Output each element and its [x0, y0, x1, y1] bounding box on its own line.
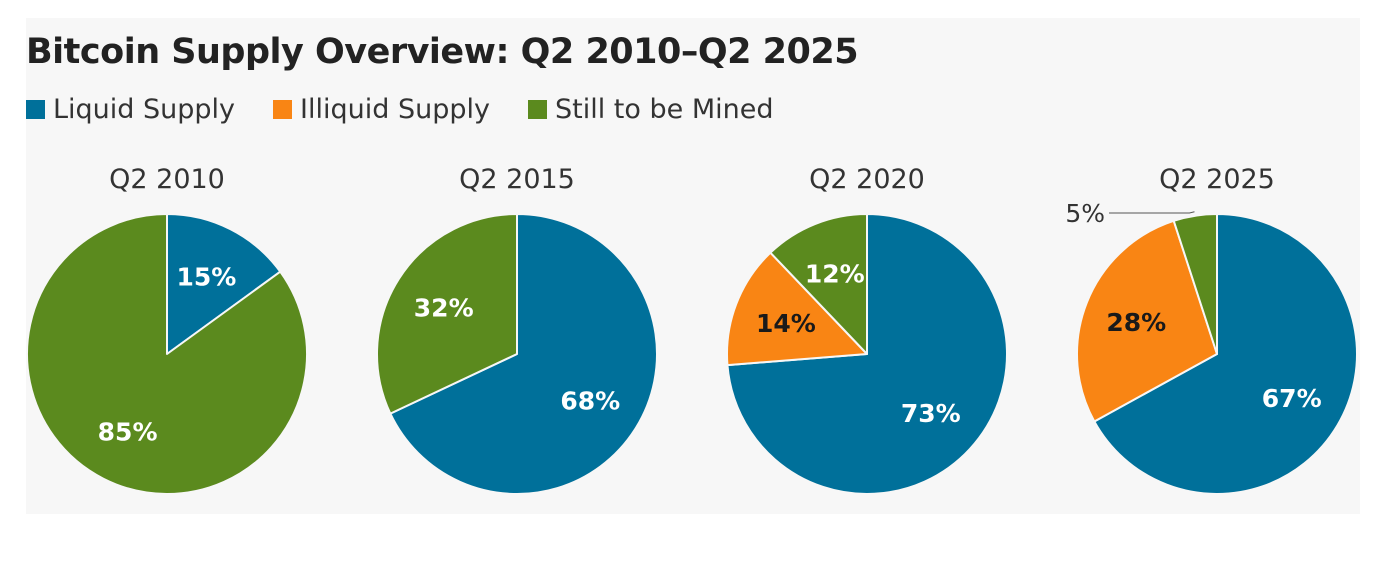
pie-3: Q2 2025 67% 28% 5%	[1065, 164, 1358, 495]
slice-label-illiquid-supply: 28%	[1106, 308, 1166, 337]
legend-label-illiquid: Illiquid Supply	[300, 94, 490, 125]
legend-label-mined: Still to be Mined	[554, 94, 774, 125]
slice-illiquid-supply	[726, 251, 868, 367]
pie-title: Q2 2025	[1159, 164, 1275, 195]
chart-title: Bitcoin Supply Overview: Q2 2010–Q2 2025	[26, 32, 859, 72]
slice-label-still-to-be-mined: 85%	[98, 417, 158, 446]
legend: Liquid Supply Illiquid Supply Still to b…	[26, 94, 773, 125]
slice-label-liquid-supply: 68%	[560, 387, 620, 416]
legend-swatch-mined	[527, 100, 547, 119]
pie-0: Q2 2010 15% 85%	[26, 164, 308, 495]
slice-still-to-be-mined	[376, 213, 518, 415]
slice-label-still-to-be-mined: 12%	[805, 259, 865, 288]
legend-item-mined: Still to be Mined	[527, 94, 774, 125]
slice-liquid-supply	[389, 213, 658, 495]
pie-1: Q2 2015 68% 32%	[376, 164, 658, 495]
pie-2: Q2 2020 73% 14% 12%	[726, 164, 1008, 495]
slice-still-to-be-mined	[769, 213, 868, 355]
slice-label-illiquid-supply: 14%	[756, 309, 816, 338]
slice-label-liquid-supply: 73%	[901, 399, 961, 428]
pie-title: Q2 2015	[459, 164, 575, 195]
slice-liquid-supply	[166, 213, 282, 355]
pie-title: Q2 2020	[809, 164, 925, 195]
slice-label-still-to-be-mined: 5%	[1065, 199, 1105, 228]
legend-label-liquid: Liquid Supply	[53, 94, 236, 125]
slice-label-still-to-be-mined: 32%	[414, 293, 474, 322]
leader-line	[1109, 211, 1195, 214]
slice-still-to-be-mined	[1172, 213, 1218, 355]
legend-swatch-liquid	[26, 100, 45, 119]
slice-label-liquid-supply: 15%	[176, 263, 236, 292]
legend-item-illiquid: Illiquid Supply	[273, 94, 490, 125]
slice-label-liquid-supply: 67%	[1262, 384, 1322, 413]
slice-liquid-supply	[1093, 213, 1358, 495]
slice-still-to-be-mined	[26, 213, 308, 495]
pie-title: Q2 2010	[109, 164, 225, 195]
legend-swatch-illiquid	[273, 100, 293, 119]
slice-illiquid-supply	[1076, 219, 1218, 423]
legend-item-liquid: Liquid Supply	[26, 94, 235, 125]
